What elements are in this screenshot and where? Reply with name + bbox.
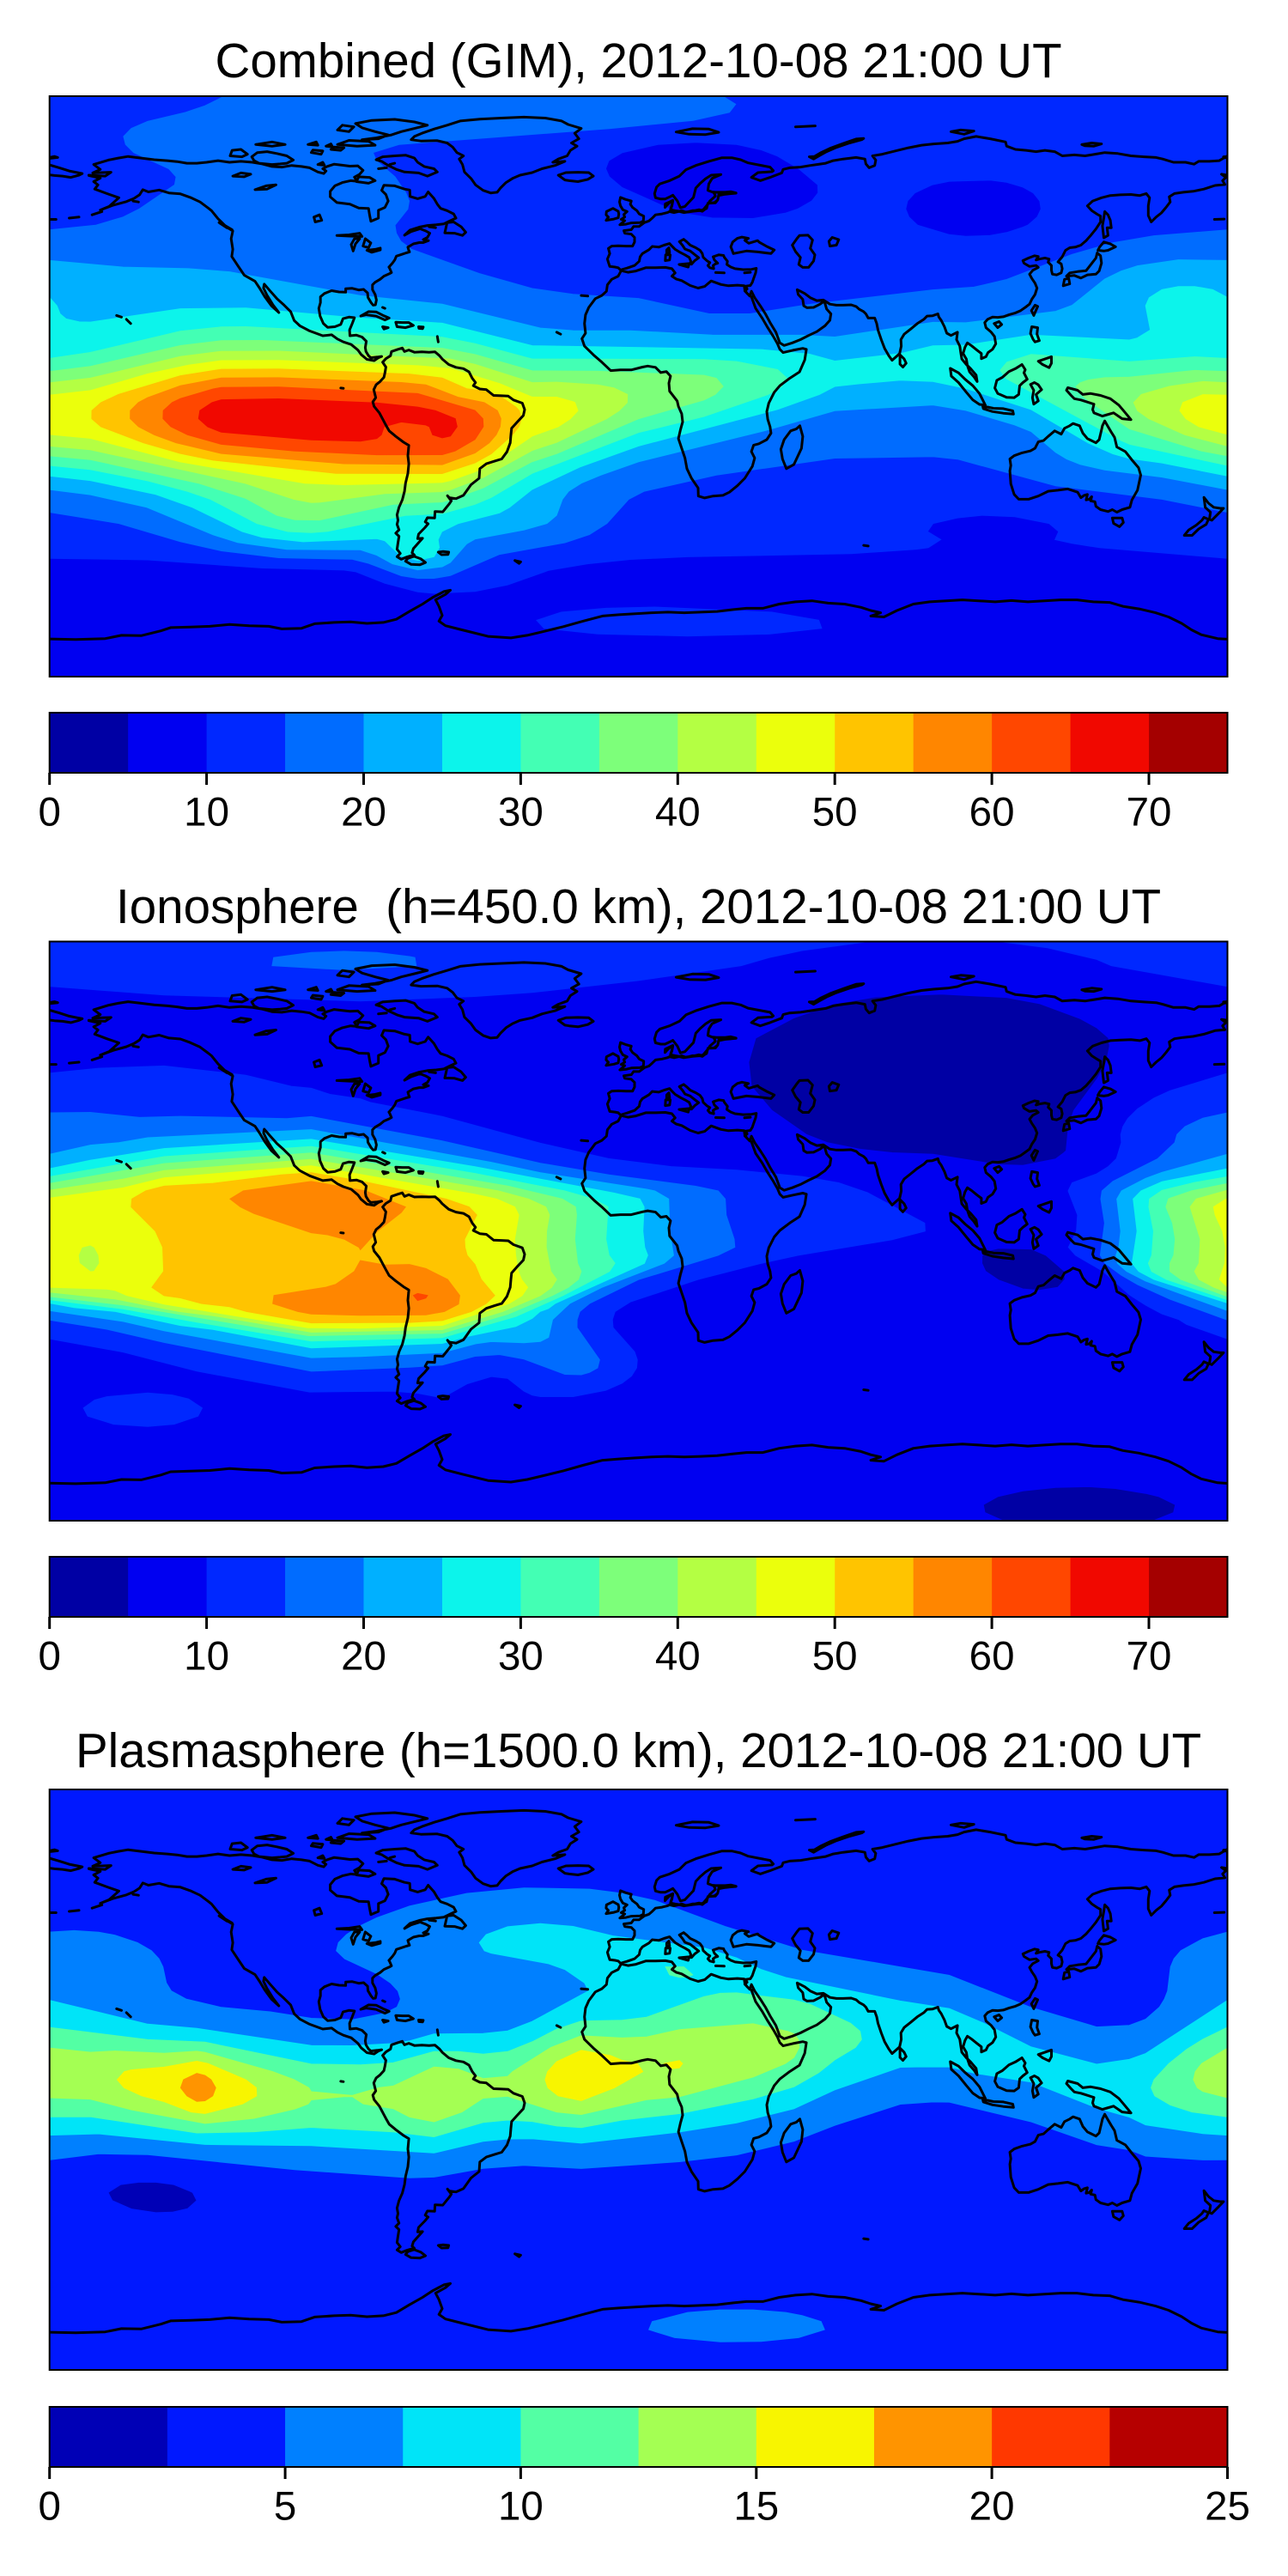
svg-text:20: 20 xyxy=(341,790,386,835)
svg-text:25: 25 xyxy=(1205,2484,1250,2530)
svg-text:15: 15 xyxy=(733,2484,779,2530)
svg-text:20: 20 xyxy=(341,1634,386,1680)
svg-text:70: 70 xyxy=(1127,1634,1172,1680)
svg-text:0: 0 xyxy=(38,1634,60,1680)
svg-text:40: 40 xyxy=(655,790,701,835)
svg-text:70: 70 xyxy=(1127,790,1172,835)
svg-text:40: 40 xyxy=(655,1634,701,1680)
svg-text:30: 30 xyxy=(498,1634,544,1680)
svg-text:60: 60 xyxy=(969,790,1015,835)
svg-text:Plasmasphere (h=1500.0 km), 20: Plasmasphere (h=1500.0 km), 2012-10-08 2… xyxy=(76,1723,1201,1777)
svg-text:Ionosphere (h=450.0 km), 2012: Ionosphere (h=450.0 km), 2012-10-08 21:0… xyxy=(116,879,1161,933)
svg-text:5: 5 xyxy=(274,2484,296,2530)
svg-text:0: 0 xyxy=(38,790,60,835)
svg-text:0: 0 xyxy=(38,2484,60,2530)
svg-text:50: 50 xyxy=(812,790,858,835)
svg-text:20: 20 xyxy=(969,2484,1015,2530)
svg-text:60: 60 xyxy=(969,1634,1015,1680)
svg-text:10: 10 xyxy=(184,790,229,835)
svg-text:30: 30 xyxy=(498,790,544,835)
svg-text:10: 10 xyxy=(498,2484,544,2530)
svg-text:10: 10 xyxy=(184,1634,229,1680)
svg-text:50: 50 xyxy=(812,1634,858,1680)
svg-text:Combined (GIM), 2012-10-08 21:: Combined (GIM), 2012-10-08 21:00 UT xyxy=(216,33,1062,88)
